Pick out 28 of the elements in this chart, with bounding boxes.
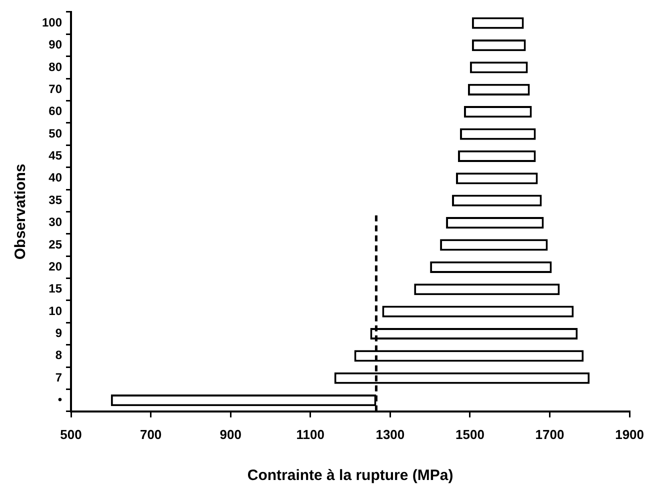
x-tick-label: 1500	[456, 426, 484, 442]
y-tick-label: 7	[55, 370, 62, 384]
y-tick-label: 9	[55, 326, 62, 340]
y-axis-title: Observations	[12, 164, 30, 260]
x-tick-label: 700	[140, 426, 162, 442]
y-tick-label: 50	[48, 126, 62, 140]
x-tick-label: 1300	[376, 426, 405, 442]
x-tick-label: 1700	[535, 426, 564, 442]
y-tick-label: 45	[48, 148, 62, 163]
x-tick-label: 900	[220, 426, 242, 442]
y-tick-label: •	[58, 392, 62, 407]
x-axis-title: Contrainte à la rupture (MPa)	[247, 467, 454, 484]
y-tick-label: 35	[48, 192, 62, 207]
y-tick-label: 40	[48, 170, 62, 185]
y-tick-label: 90	[48, 38, 62, 52]
y-tick-label: 10	[48, 304, 62, 318]
y-tick-label: 80	[48, 60, 62, 74]
y-tick-label: 100	[42, 15, 62, 30]
y-tick-label: 15	[48, 282, 62, 296]
x-tick-label: 500	[60, 426, 82, 442]
y-tick-label: 30	[48, 215, 62, 230]
y-tick-label: 20	[48, 259, 62, 274]
x-tick-label: 1900	[615, 426, 644, 442]
y-tick-label: 70	[48, 82, 62, 96]
y-tick-label: 60	[48, 104, 62, 118]
y-tick-label: 8	[55, 348, 62, 362]
x-tick-label: 1100	[296, 426, 324, 442]
y-tick-label: 25	[48, 237, 62, 252]
